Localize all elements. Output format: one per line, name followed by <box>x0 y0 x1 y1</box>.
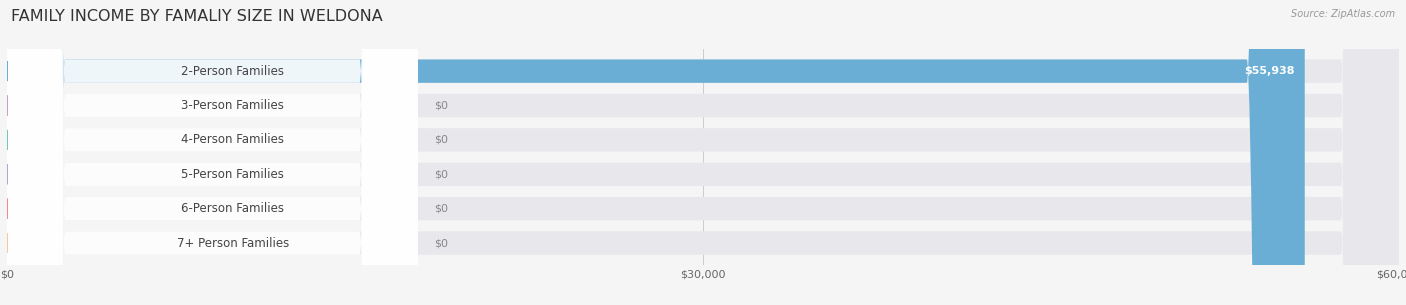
FancyBboxPatch shape <box>7 0 418 305</box>
Text: Source: ZipAtlas.com: Source: ZipAtlas.com <box>1291 9 1395 19</box>
Text: $0: $0 <box>434 238 449 248</box>
FancyBboxPatch shape <box>7 0 418 305</box>
FancyBboxPatch shape <box>7 0 1399 305</box>
FancyBboxPatch shape <box>7 0 418 305</box>
FancyBboxPatch shape <box>7 0 1399 305</box>
FancyBboxPatch shape <box>7 0 418 305</box>
Text: 7+ Person Families: 7+ Person Families <box>177 236 290 249</box>
Text: $0: $0 <box>434 101 449 110</box>
FancyBboxPatch shape <box>7 0 1399 305</box>
FancyBboxPatch shape <box>7 0 418 305</box>
Text: 3-Person Families: 3-Person Families <box>181 99 284 112</box>
Text: $0: $0 <box>434 169 449 179</box>
FancyBboxPatch shape <box>7 0 1399 305</box>
Text: FAMILY INCOME BY FAMALIY SIZE IN WELDONA: FAMILY INCOME BY FAMALIY SIZE IN WELDONA <box>11 9 382 24</box>
Text: $0: $0 <box>434 135 449 145</box>
Text: 5-Person Families: 5-Person Families <box>181 168 284 181</box>
FancyBboxPatch shape <box>7 0 1305 305</box>
FancyBboxPatch shape <box>7 0 1399 305</box>
Text: $0: $0 <box>434 204 449 213</box>
Text: 4-Person Families: 4-Person Families <box>181 133 284 146</box>
FancyBboxPatch shape <box>7 0 1399 305</box>
Text: 6-Person Families: 6-Person Families <box>181 202 284 215</box>
Text: 2-Person Families: 2-Person Families <box>181 65 284 78</box>
FancyBboxPatch shape <box>7 0 418 305</box>
Text: $55,938: $55,938 <box>1244 66 1295 76</box>
